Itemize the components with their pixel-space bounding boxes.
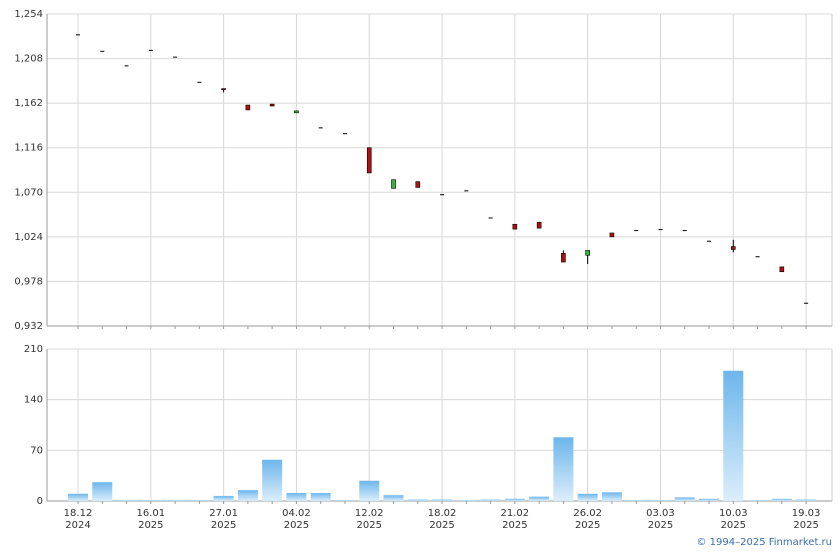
candle-body xyxy=(366,147,372,174)
volume-bar xyxy=(626,500,647,501)
x-tick-label: 16.01 2025 xyxy=(136,508,165,531)
candle-body xyxy=(707,240,712,242)
volume-bar xyxy=(140,500,161,501)
x-tick-label: 03.03 2025 xyxy=(646,508,675,531)
candle-body xyxy=(318,127,323,129)
volume-bar xyxy=(359,480,380,501)
y-tick-label: 1,254 xyxy=(14,9,43,20)
volume-bar xyxy=(310,493,331,501)
volume-bar xyxy=(529,496,550,501)
candle-body xyxy=(440,194,445,196)
volume-bar xyxy=(286,493,307,501)
candle-body xyxy=(391,179,396,189)
y-tick-label: 210 xyxy=(24,344,43,355)
candle-body xyxy=(221,88,226,90)
volume-bar xyxy=(771,498,792,501)
candle-body xyxy=(512,223,518,230)
volume-bar xyxy=(480,499,501,501)
y-tick-label: 0 xyxy=(37,496,43,507)
volume-bar xyxy=(432,499,453,501)
volume-bar xyxy=(553,437,574,501)
volume-bar xyxy=(601,492,622,501)
candle-body xyxy=(342,133,347,135)
candle-body xyxy=(245,104,251,111)
y-tick-label: 70 xyxy=(30,445,43,456)
x-tick-label: 21.02 2025 xyxy=(501,508,530,531)
candle-body xyxy=(269,103,275,107)
volume-bar xyxy=(334,500,355,501)
candle-body xyxy=(755,256,760,258)
candle-body xyxy=(415,181,421,188)
y-tick-label: 1,208 xyxy=(14,54,43,65)
candle-body xyxy=(804,302,809,304)
volume-bar xyxy=(504,498,525,501)
candle-body xyxy=(124,65,129,67)
y-tick-label: 1,024 xyxy=(14,232,43,243)
x-tick-label: 26.02 2025 xyxy=(573,508,602,531)
volume-bar xyxy=(262,459,283,501)
volume-bar xyxy=(383,495,404,501)
volume-bar xyxy=(189,500,210,501)
x-tick-label: 12.02 2025 xyxy=(355,508,384,531)
candle-body xyxy=(730,246,736,250)
volume-bar xyxy=(723,370,744,501)
volume-bar xyxy=(213,495,234,501)
y-tick-label: 0,932 xyxy=(14,321,43,332)
volume-bar xyxy=(237,490,258,501)
y-tick-label: 1,070 xyxy=(14,187,43,198)
x-tick-label: 27.01 2025 xyxy=(209,508,238,531)
candle-body xyxy=(76,34,80,36)
volume-bar xyxy=(747,500,768,501)
volume-bar xyxy=(577,493,598,501)
candle-body xyxy=(658,229,663,231)
x-tick-label: 19.03 2025 xyxy=(792,508,821,531)
candle-body xyxy=(173,56,178,58)
candle-body xyxy=(561,253,566,263)
footer[interactable]: © 1994–2025 Finmarket.ru xyxy=(696,537,832,548)
candle-body xyxy=(682,230,687,232)
volume-bar xyxy=(796,499,817,501)
volume-bar xyxy=(92,482,113,501)
x-tick-label: 18.12 2024 xyxy=(64,508,93,531)
candle-body xyxy=(148,49,153,51)
volume-bar xyxy=(407,499,428,501)
x-tick-label: 18.02 2025 xyxy=(428,508,457,531)
volume-bar xyxy=(165,500,186,501)
candle-body xyxy=(464,190,469,192)
x-tick-label: 10.03 2025 xyxy=(719,508,748,531)
y-tick-label: 1,116 xyxy=(14,143,43,154)
y-tick-label: 140 xyxy=(24,395,43,406)
y-tick-label: 0,978 xyxy=(14,276,43,287)
volume-bar xyxy=(650,500,671,501)
candle-body xyxy=(585,250,590,256)
volume-bar xyxy=(116,500,137,501)
candle-body xyxy=(488,217,493,219)
volume-bar xyxy=(456,500,477,501)
candle-body xyxy=(779,266,785,273)
volume-bar xyxy=(699,498,720,501)
volume-bar xyxy=(68,493,88,501)
y-tick-label: 1,162 xyxy=(14,98,43,109)
candle-body xyxy=(609,232,615,238)
candle-body xyxy=(100,50,105,52)
candle-body xyxy=(294,110,299,114)
volume-bar xyxy=(674,497,695,501)
candle-body xyxy=(634,230,639,232)
candle-body xyxy=(197,81,202,83)
candle-body xyxy=(536,222,542,229)
x-tick-label: 04.02 2025 xyxy=(282,508,311,531)
